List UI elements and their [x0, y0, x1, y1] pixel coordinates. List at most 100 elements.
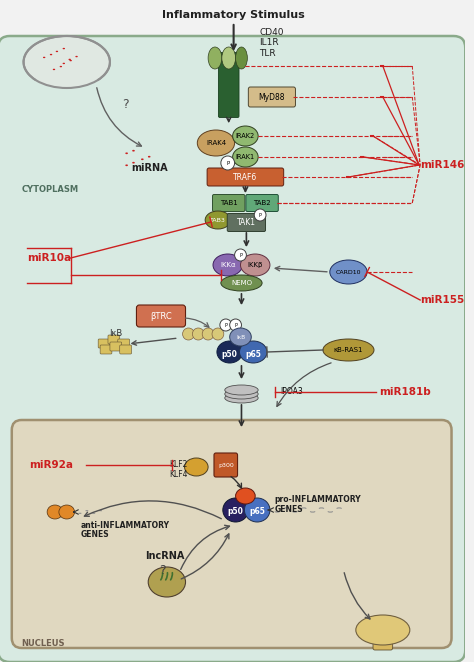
Circle shape	[192, 328, 204, 340]
FancyBboxPatch shape	[118, 339, 129, 348]
Text: TAB2: TAB2	[253, 200, 271, 206]
FancyBboxPatch shape	[110, 342, 122, 351]
Text: GENES: GENES	[81, 530, 109, 539]
Ellipse shape	[213, 254, 243, 276]
Text: TAB1: TAB1	[220, 200, 237, 206]
FancyArrowPatch shape	[171, 573, 173, 580]
Text: CARD10: CARD10	[336, 269, 361, 275]
Circle shape	[182, 328, 194, 340]
Text: miR181b: miR181b	[379, 387, 431, 397]
Text: miR10a: miR10a	[27, 253, 72, 263]
Ellipse shape	[208, 47, 222, 69]
FancyBboxPatch shape	[137, 305, 185, 327]
Text: GENES: GENES	[275, 506, 303, 514]
Text: IRAK1: IRAK1	[236, 154, 255, 160]
FancyBboxPatch shape	[100, 345, 112, 354]
FancyBboxPatch shape	[98, 339, 110, 348]
Text: p300: p300	[218, 463, 234, 467]
Ellipse shape	[24, 36, 110, 88]
Circle shape	[212, 328, 224, 340]
Text: lncRNA: lncRNA	[145, 551, 184, 561]
Circle shape	[235, 249, 246, 261]
Ellipse shape	[240, 254, 270, 276]
Ellipse shape	[245, 498, 270, 522]
Ellipse shape	[225, 389, 258, 399]
Text: TRAF6: TRAF6	[233, 173, 257, 181]
Ellipse shape	[184, 458, 208, 476]
Text: miR92a: miR92a	[29, 460, 73, 470]
Circle shape	[254, 209, 266, 221]
Ellipse shape	[225, 385, 258, 395]
Text: miRNA: miRNA	[131, 163, 167, 173]
Text: miR146: miR146	[420, 160, 465, 170]
Text: P: P	[226, 160, 229, 166]
Ellipse shape	[205, 211, 231, 229]
Ellipse shape	[356, 615, 410, 645]
Text: miR155: miR155	[420, 295, 465, 305]
Text: TAB3: TAB3	[210, 218, 226, 222]
Text: IκB: IκB	[236, 334, 245, 340]
FancyBboxPatch shape	[227, 214, 265, 232]
FancyBboxPatch shape	[248, 87, 295, 107]
Circle shape	[202, 328, 214, 340]
Text: βTRC: βTRC	[150, 312, 172, 320]
Text: P: P	[259, 213, 262, 218]
Text: NEMO: NEMO	[231, 280, 252, 286]
Text: IKKα: IKKα	[220, 262, 236, 268]
Ellipse shape	[330, 260, 367, 284]
Text: P: P	[239, 252, 242, 258]
Ellipse shape	[148, 567, 185, 597]
FancyBboxPatch shape	[246, 195, 278, 211]
Ellipse shape	[230, 328, 251, 346]
FancyBboxPatch shape	[12, 420, 452, 648]
Ellipse shape	[59, 505, 74, 519]
Text: P: P	[234, 322, 237, 328]
Text: MyD88: MyD88	[259, 93, 285, 101]
Text: Inflammatory Stimulus: Inflammatory Stimulus	[162, 10, 305, 20]
FancyBboxPatch shape	[0, 36, 465, 662]
Text: NUCLEUS: NUCLEUS	[22, 639, 65, 648]
Text: p65: p65	[246, 350, 261, 359]
Text: CYTOPLASM: CYTOPLASM	[22, 185, 79, 194]
Text: IκB: IκB	[109, 329, 122, 338]
Circle shape	[220, 319, 232, 331]
Text: CD40
IL1R
TLR: CD40 IL1R TLR	[259, 28, 283, 58]
FancyBboxPatch shape	[120, 345, 131, 354]
Text: P: P	[224, 322, 227, 328]
Ellipse shape	[225, 393, 258, 403]
Text: p50: p50	[222, 350, 237, 359]
Text: p50: p50	[228, 508, 244, 516]
FancyArrowPatch shape	[161, 573, 163, 580]
Ellipse shape	[47, 505, 63, 519]
Ellipse shape	[221, 275, 262, 291]
Text: pro-INFLAMMATORY: pro-INFLAMMATORY	[275, 495, 362, 504]
Ellipse shape	[236, 47, 247, 69]
FancyBboxPatch shape	[214, 453, 237, 477]
Ellipse shape	[222, 47, 236, 69]
Text: IRAK4: IRAK4	[206, 140, 226, 146]
Ellipse shape	[197, 130, 235, 156]
FancyBboxPatch shape	[212, 195, 245, 211]
Circle shape	[230, 319, 241, 331]
Text: κB-RAS1: κB-RAS1	[334, 347, 363, 353]
Text: anti-INFLAMMATORY: anti-INFLAMMATORY	[81, 521, 170, 530]
FancyBboxPatch shape	[108, 335, 120, 344]
Text: TAK1: TAK1	[237, 218, 256, 226]
Text: IKKβ: IKKβ	[247, 262, 263, 268]
Ellipse shape	[233, 147, 258, 167]
Ellipse shape	[223, 498, 248, 522]
FancyBboxPatch shape	[219, 52, 239, 117]
Ellipse shape	[217, 341, 243, 363]
Text: ?: ?	[122, 98, 129, 111]
Ellipse shape	[239, 341, 267, 363]
FancyArrowPatch shape	[166, 573, 167, 580]
Ellipse shape	[323, 339, 374, 361]
FancyBboxPatch shape	[207, 168, 283, 186]
Text: KLF2
KLF4: KLF2 KLF4	[169, 460, 188, 479]
Text: IPOA3: IPOA3	[280, 387, 302, 397]
FancyBboxPatch shape	[373, 628, 392, 650]
Ellipse shape	[236, 488, 255, 504]
Text: p65: p65	[249, 508, 265, 516]
Text: IRAK2: IRAK2	[236, 133, 255, 139]
Circle shape	[221, 156, 235, 170]
